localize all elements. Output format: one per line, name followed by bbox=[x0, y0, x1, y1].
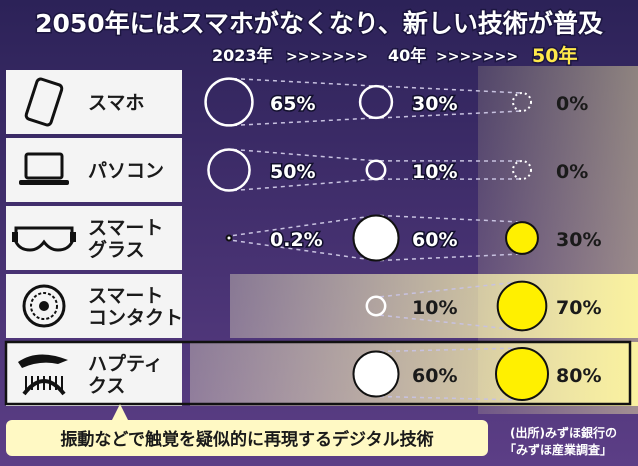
row-label-panel bbox=[6, 274, 182, 338]
timeline-label-2040: 40年 bbox=[388, 46, 426, 65]
row-label-line: スマート bbox=[88, 285, 163, 307]
timeline-label-2050: 50年 bbox=[532, 44, 577, 67]
row-outline-highlight bbox=[4, 340, 632, 406]
value-label: 30% bbox=[412, 93, 457, 115]
bubble bbox=[225, 234, 233, 242]
source-line-1: (出所)みずほ銀行の bbox=[510, 425, 617, 440]
bubble bbox=[365, 159, 387, 181]
value-label: 60% bbox=[412, 229, 457, 251]
footnote-text: 振動などで触覚を疑似的に再現するデジタル技術 bbox=[60, 429, 433, 450]
bubble-zero bbox=[512, 160, 532, 180]
row-label-panel bbox=[6, 342, 182, 406]
source-line-2: 「みずほ産業調査」 bbox=[504, 442, 612, 457]
value-label: 30% bbox=[556, 229, 601, 251]
row-label-panel bbox=[6, 206, 182, 270]
row-label-line: スマート bbox=[88, 217, 163, 239]
bubble bbox=[204, 77, 254, 127]
row-highlight-band bbox=[190, 342, 638, 406]
timeline-label-2023: 2023年 bbox=[212, 46, 273, 65]
timeline-arrows-1: >>>>>>> bbox=[286, 49, 368, 65]
row-label-line: スマホ bbox=[88, 92, 144, 114]
bubble bbox=[352, 350, 400, 398]
row-highlight-band bbox=[230, 274, 638, 338]
row-label-panel bbox=[6, 138, 182, 202]
bubble-zero bbox=[512, 92, 532, 112]
bubble-connector bbox=[232, 214, 377, 262]
bubble bbox=[505, 221, 539, 255]
contact-lens-icon bbox=[22, 284, 66, 328]
bubble bbox=[358, 84, 394, 120]
bubble bbox=[495, 347, 549, 401]
row-label-line: クス bbox=[88, 375, 125, 397]
value-label: 70% bbox=[556, 297, 601, 319]
footnote-callout: 振動などで触覚を疑似的に再現するデジタル技術 bbox=[6, 404, 488, 456]
callout-box bbox=[6, 420, 488, 456]
row-label-line: ハプティ bbox=[88, 352, 163, 375]
bubble bbox=[207, 148, 251, 192]
value-label: 80% bbox=[556, 365, 601, 387]
smartphone-icon bbox=[24, 77, 64, 127]
row-label-line: コンタクト bbox=[88, 307, 183, 329]
value-label: 50% bbox=[270, 161, 315, 183]
timeline-header: 2023年 >>>>>>> 40年 >>>>>>> 50年 bbox=[211, 43, 579, 69]
callout-pointer bbox=[112, 404, 128, 420]
value-label: 65% bbox=[270, 93, 315, 115]
row-0: スマホ 65% 30% 0% bbox=[6, 70, 588, 134]
row-label-line: パソコン bbox=[88, 160, 164, 182]
value-label: 60% bbox=[412, 365, 457, 387]
chart-title: 2050年にはスマホがなくなり、新しい技術が普及 bbox=[35, 9, 603, 38]
smart-glasses-icon bbox=[12, 226, 76, 252]
value-label: 0% bbox=[556, 161, 588, 183]
bubble bbox=[496, 280, 548, 332]
bubble bbox=[352, 214, 400, 262]
row-1: パソコン 50% 10% 0% bbox=[6, 138, 588, 202]
row-label-panel bbox=[6, 70, 182, 134]
laptop-icon bbox=[19, 152, 69, 185]
value-label: 0.2% bbox=[270, 229, 323, 251]
row-label-line: グラス bbox=[88, 238, 145, 261]
value-label: 10% bbox=[412, 161, 457, 183]
value-label: 10% bbox=[412, 297, 457, 319]
bubble bbox=[365, 295, 387, 317]
haptics-icon bbox=[18, 354, 68, 396]
timeline-arrows-2: >>>>>>> bbox=[436, 49, 518, 65]
value-label: 0% bbox=[556, 93, 588, 115]
